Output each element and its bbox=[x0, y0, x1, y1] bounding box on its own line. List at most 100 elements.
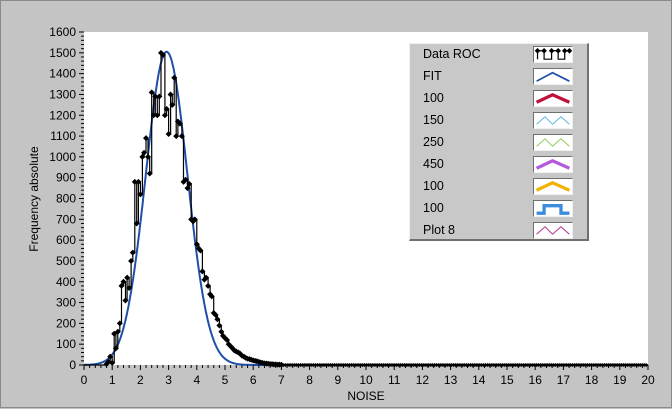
x-axis: 0 1 2 3 4 5 6 7 8 9 10 11 12 13 14 15 16 17 18 19 20 bbox=[81, 365, 655, 387]
x-tick-label: 14 bbox=[472, 373, 486, 387]
legend-item[interactable]: 150 bbox=[410, 110, 586, 132]
y-tick-label: 1500 bbox=[49, 46, 76, 60]
legend-swatch-icon[interactable] bbox=[533, 156, 573, 173]
data-point bbox=[176, 120, 183, 127]
data-point bbox=[165, 130, 172, 137]
legend-swatch-icon[interactable] bbox=[533, 46, 573, 63]
x-tick-label: 11 bbox=[388, 373, 401, 387]
y-tick-label: 900 bbox=[56, 171, 76, 185]
data-point bbox=[163, 106, 170, 113]
data-point bbox=[197, 247, 204, 254]
legend-swatch-icon[interactable] bbox=[533, 222, 573, 239]
x-tick-label: 6 bbox=[250, 373, 257, 387]
data-point bbox=[129, 249, 136, 256]
data-point bbox=[173, 133, 180, 140]
data-point bbox=[109, 359, 116, 366]
legend-item-label: FIT bbox=[423, 69, 442, 83]
y-axis: 0 100 200 300 400 500 600 700 800 900 1000 1100 1200… bbox=[49, 25, 84, 372]
y-tick-label: 1200 bbox=[49, 108, 76, 122]
legend-swatch-icon[interactable] bbox=[533, 112, 573, 129]
data-point bbox=[156, 93, 163, 100]
x-tick-label: 13 bbox=[444, 373, 458, 387]
data-point bbox=[644, 363, 649, 367]
data-point bbox=[112, 345, 119, 352]
x-tick-label: 3 bbox=[165, 373, 172, 387]
x-tick-label: 4 bbox=[193, 373, 200, 387]
x-tick-label: 5 bbox=[222, 373, 229, 387]
data-point bbox=[128, 257, 135, 264]
y-tick-label: 600 bbox=[56, 233, 76, 247]
data-point bbox=[208, 293, 215, 300]
x-tick-label: 19 bbox=[613, 373, 627, 387]
legend-item[interactable]: FIT bbox=[410, 66, 586, 88]
data-point bbox=[116, 320, 123, 327]
data-point bbox=[178, 133, 185, 140]
data-point bbox=[193, 241, 200, 248]
x-tick-label: 20 bbox=[641, 373, 655, 387]
legend-swatch-icon[interactable] bbox=[533, 68, 573, 85]
legend-swatch-icon[interactable] bbox=[533, 134, 573, 151]
legend-item-label: 100 bbox=[423, 179, 444, 193]
data-point bbox=[131, 178, 138, 185]
legend-swatch-icon[interactable] bbox=[533, 200, 573, 217]
data-point bbox=[150, 112, 157, 119]
data-point bbox=[182, 176, 189, 183]
legend-item-label: 450 bbox=[423, 157, 444, 171]
y-tick-label: 1100 bbox=[50, 129, 76, 143]
legend[interactable]: Data ROC FIT 100 150 250 450 100 100 Plot 8 bbox=[409, 43, 589, 241]
legend-item-label: 100 bbox=[423, 201, 444, 215]
data-point bbox=[122, 297, 129, 304]
data-point bbox=[203, 274, 210, 281]
legend-item[interactable]: 250 bbox=[410, 132, 586, 154]
data-point bbox=[114, 328, 121, 335]
data-point bbox=[152, 93, 159, 100]
x-tick-label: 17 bbox=[557, 373, 571, 387]
data-point bbox=[145, 153, 152, 160]
data-point bbox=[191, 216, 198, 223]
legend-item[interactable]: 100 bbox=[410, 88, 586, 110]
legend-item[interactable]: Plot 8 bbox=[410, 220, 586, 242]
x-tick-label: 7 bbox=[278, 373, 285, 387]
data-point bbox=[120, 278, 127, 285]
y-tick-label: 100 bbox=[56, 337, 76, 351]
data-point bbox=[126, 284, 133, 291]
y-tick-label: 1000 bbox=[49, 150, 76, 164]
data-point bbox=[167, 91, 174, 98]
legend-swatch-icon[interactable] bbox=[533, 90, 573, 107]
y-tick-label: 300 bbox=[56, 296, 76, 310]
data-point bbox=[216, 322, 223, 329]
x-tick-label: 18 bbox=[585, 373, 599, 387]
data-point bbox=[124, 274, 131, 281]
data-point bbox=[161, 112, 168, 119]
data-point bbox=[171, 74, 178, 81]
legend-item-label: 100 bbox=[423, 91, 444, 105]
data-point bbox=[146, 170, 153, 177]
data-point bbox=[214, 316, 221, 323]
y-tick-label: 0 bbox=[69, 358, 76, 372]
x-tick-label: 8 bbox=[306, 373, 313, 387]
data-roc-series bbox=[84, 49, 649, 368]
legend-item[interactable]: 100 bbox=[410, 198, 586, 220]
data-point bbox=[205, 282, 212, 289]
y-tick-label: 500 bbox=[56, 254, 76, 268]
x-tick-label: 10 bbox=[359, 373, 373, 387]
legend-swatch-icon[interactable] bbox=[533, 178, 573, 195]
data-point bbox=[137, 191, 144, 198]
data-point bbox=[154, 112, 161, 119]
data-point bbox=[148, 89, 155, 96]
x-tick-label: 15 bbox=[500, 373, 514, 387]
legend-item-label: Data ROC bbox=[423, 47, 481, 61]
legend-item-label: 250 bbox=[423, 135, 444, 149]
y-axis-title: Frequency absolute bbox=[27, 146, 41, 252]
data-point bbox=[159, 51, 166, 58]
data-point bbox=[141, 149, 148, 156]
x-tick-label: 9 bbox=[334, 373, 341, 387]
legend-item[interactable]: Data ROC bbox=[410, 44, 586, 66]
data-point bbox=[199, 268, 206, 275]
legend-item[interactable]: 450 bbox=[410, 154, 586, 176]
y-tick-label: 400 bbox=[56, 275, 76, 289]
data-point bbox=[118, 282, 125, 289]
legend-item[interactable]: 100 bbox=[410, 176, 586, 198]
x-tick-label: 1 bbox=[109, 373, 116, 387]
